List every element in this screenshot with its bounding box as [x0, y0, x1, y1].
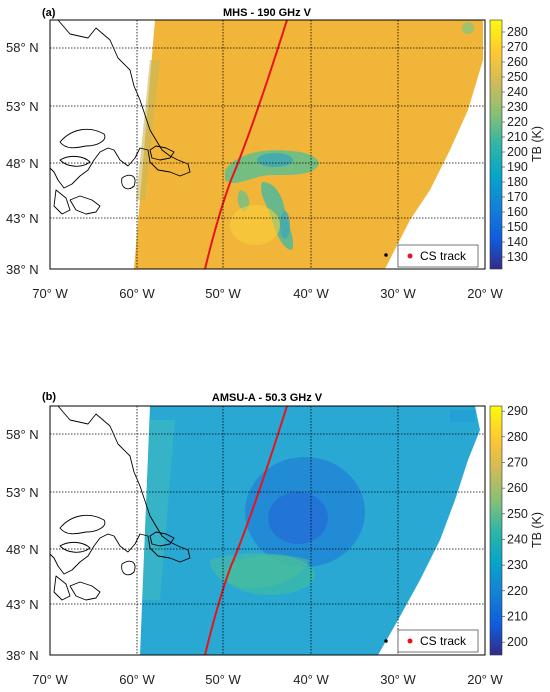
panel-a-colorbar-tick: 160 — [507, 205, 528, 219]
panel-a-lon-tick: 60° W — [119, 286, 155, 301]
panel-a-colorbar-label: TB (K) — [530, 126, 544, 162]
panel-b-lon-tick: 70° W — [32, 672, 68, 687]
panel-b-lat-tick: 53° N — [6, 485, 39, 500]
panel-b-lat-tick: 58° N — [6, 427, 39, 442]
panel-a-lat-tick: 58° N — [6, 40, 39, 55]
panel-b-lat-tick: 48° N — [6, 542, 39, 557]
panel-b-title: AMSU-A - 50.3 GHz V — [212, 392, 323, 404]
panel-b-colorbar-tick: 200 — [507, 635, 528, 649]
panel-a-colorbar-tick: 260 — [507, 55, 528, 69]
panel-b-colorbar-tick: 290 — [507, 404, 528, 418]
panel-a-colorbar-tick: 150 — [507, 220, 528, 234]
panel-b-axes — [49, 405, 486, 656]
panel-b-legend: CS track — [397, 629, 479, 653]
panel-b-colorbar-tick: 210 — [507, 609, 528, 623]
panel-a-lon-tick: 40° W — [293, 286, 329, 301]
panel-a-lat-tick: 38° N — [6, 262, 39, 277]
panel-a-warm-core — [230, 205, 280, 245]
panel-a-colorbar-tick: 180 — [507, 175, 528, 189]
panel-a-colorbar-tick: 240 — [507, 85, 528, 99]
panel-a-lon-tick: 20° W — [467, 286, 503, 301]
panel-a-lon-ticks: 70° W 60° W 50° W 40° W 30° W 20° W — [32, 286, 503, 301]
panel-a-coastline — [49, 19, 388, 257]
panel-b-label: (b) — [42, 391, 56, 403]
panel-a-cs-track — [204, 20, 288, 269]
panel-a-lat-tick: 48° N — [6, 156, 39, 171]
panel-b-colorbar: 200 210 220 230 240 250 260 270 280 290 TB (K) — [489, 404, 544, 656]
panel-a-legend-label: CS track — [420, 249, 467, 263]
panel-b-lat-ticks: 58° N 53° N 48° N 43° N 38° N — [6, 427, 39, 663]
panel-a-colorbar-tick: 210 — [507, 130, 528, 144]
panel-a-colorbar-tick: 220 — [507, 115, 528, 129]
panel-b-colorbar-tick: 240 — [507, 532, 528, 546]
panel-a-colorbar-tick: 130 — [507, 250, 528, 264]
panel-b-legend-marker — [407, 638, 413, 644]
panel-b-lat-tick: 38° N — [6, 648, 39, 663]
panel-b-legend-label: CS track — [420, 634, 467, 648]
panel-b: (b) AMSU-A - 50.3 GHz V — [6, 391, 544, 687]
panel-a-swath — [134, 20, 483, 269]
panel-b-colorbar-label: TB (K) — [530, 512, 544, 548]
panel-a-lon-tick: 50° W — [205, 286, 241, 301]
panel-b-colorbar-tick: 230 — [507, 558, 528, 572]
panel-b-colorbar-tick: 220 — [507, 584, 528, 598]
panel-b-lon-tick: 30° W — [380, 672, 416, 687]
panel-a-colorbar-tick: 200 — [507, 145, 528, 159]
panel-a-legend-marker — [407, 253, 413, 259]
panel-a-swath-edge — [136, 60, 160, 200]
panel-a-colorbar-tick: 270 — [507, 40, 528, 54]
panel-a-lon-tick: 30° W — [380, 286, 416, 301]
panel-a-colorbar-tick: 170 — [507, 190, 528, 204]
panel-b-lon-tick: 50° W — [205, 672, 241, 687]
panel-b-coastline — [49, 405, 388, 643]
panel-a-colorbar-tick: 140 — [507, 235, 528, 249]
panel-a-title: MHS - 190 GHz V — [223, 7, 312, 19]
panel-a: (a) MHS - 190 GHz V — [6, 7, 544, 301]
panel-a-colorbar-tick: 230 — [507, 100, 528, 114]
panel-a-grid — [50, 20, 485, 269]
panel-b-cs-track — [204, 406, 288, 655]
panel-a-lon-tick: 70° W — [32, 286, 68, 301]
panel-a-lat-tick: 53° N — [6, 99, 39, 114]
panel-a-colorbar-tick: 250 — [507, 70, 528, 84]
panel-b-colorbar-tick: 250 — [507, 507, 528, 521]
panel-b-lon-tick: 60° W — [119, 672, 155, 687]
panel-a-ne-feature — [462, 22, 474, 34]
panel-a-colorbar-tick: 190 — [507, 160, 528, 174]
panel-b-colorbar-tick: 270 — [507, 455, 528, 469]
panel-a-lat-tick: 43° N — [6, 211, 39, 226]
panel-a-legend: CS track — [397, 244, 479, 268]
panel-b-grid — [50, 406, 485, 655]
panel-a-colorbar-tick: 280 — [507, 25, 528, 39]
panel-a-label: (a) — [42, 7, 56, 19]
panel-a-colorbar: 1301401501601701801902002102202302402502… — [489, 19, 544, 270]
panel-b-lat-tick: 43° N — [6, 597, 39, 612]
panel-a-lat-ticks: 58° N 53° N 48° N 43° N 38° N — [6, 40, 39, 277]
panel-b-lon-tick: 20° W — [467, 672, 503, 687]
panel-b-lon-tick: 40° W — [293, 672, 329, 687]
panel-a-axes — [49, 19, 486, 270]
panel-b-colorbar-tick: 260 — [507, 481, 528, 495]
panel-b-lon-ticks: 70° W 60° W 50° W 40° W 30° W 20° W — [32, 672, 503, 687]
panel-b-colorbar-tick: 280 — [507, 430, 528, 444]
